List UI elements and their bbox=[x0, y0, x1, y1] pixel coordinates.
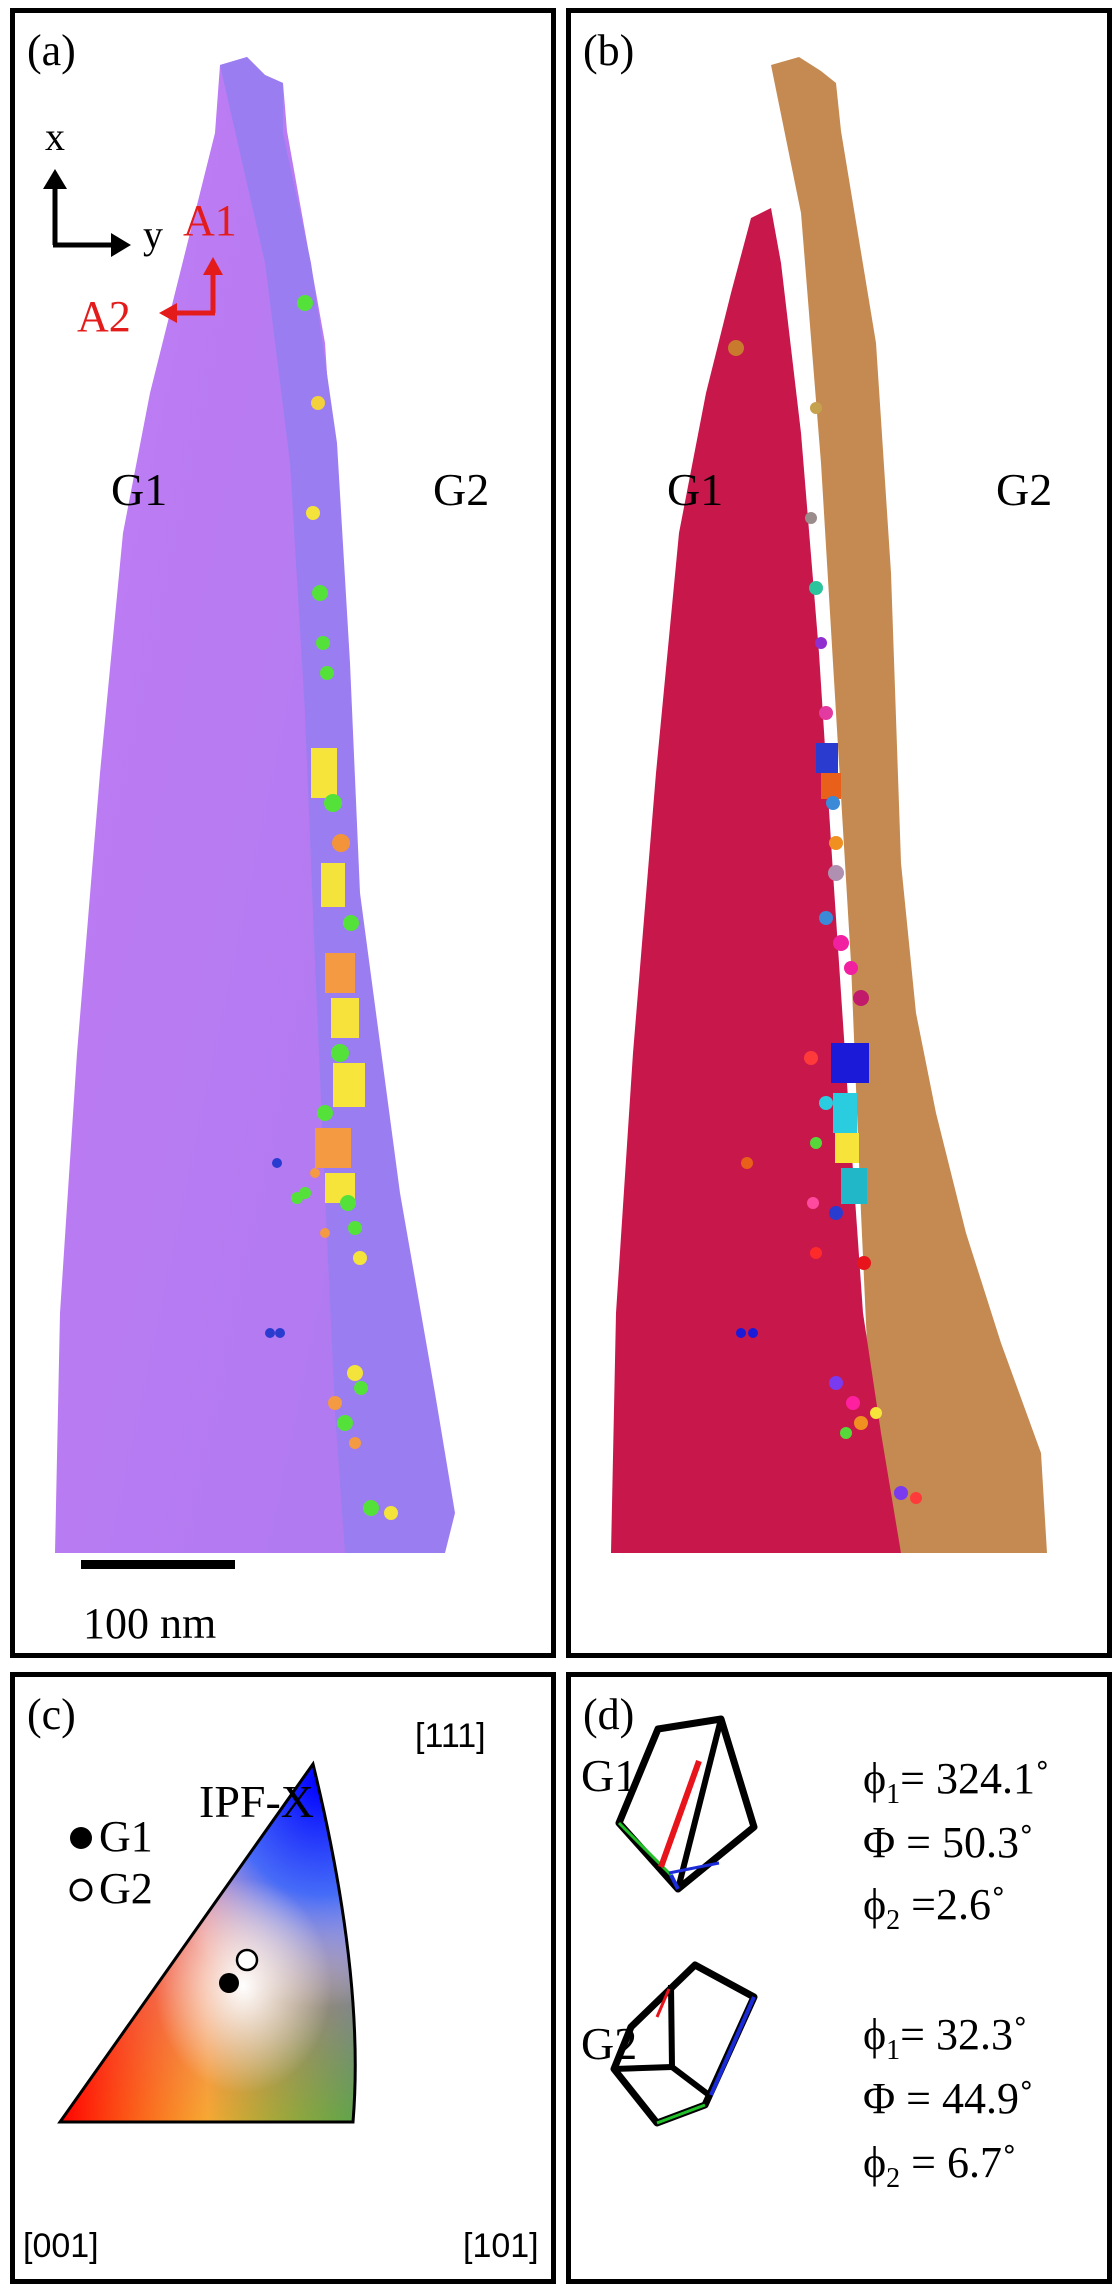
g1-unit-cell bbox=[615, 1715, 758, 1893]
grain-map-image bbox=[611, 57, 1047, 1553]
panel-c-ipf-key: (c) IPF-X G1 G2 [001] [101] [111] bbox=[10, 1672, 556, 2284]
ipf-triangle bbox=[57, 1760, 357, 2124]
g1-Phi: Φ = 50.3˚ bbox=[863, 1818, 1034, 1867]
grain-label-g1: G1 bbox=[581, 1750, 638, 1801]
panel-label: (c) bbox=[27, 1690, 76, 1739]
panel-b-grain-map: (b) G1 G2 bbox=[566, 8, 1112, 1658]
panel-label: (d) bbox=[583, 1690, 635, 1739]
axis-a2-label: A2 bbox=[77, 292, 131, 341]
panel-d-unit-cells: (d) G1 ϕ1= 324.1˚ Φ = 50.3˚ ϕ2 =2.6˚ G2 … bbox=[566, 1672, 1112, 2284]
scale-bar-label: 100 nm bbox=[83, 1599, 217, 1648]
legend-g1: G1 bbox=[99, 1812, 153, 1861]
grain-g1-region bbox=[611, 208, 901, 1553]
scale-bar bbox=[81, 1560, 235, 1569]
g2-phi1: ϕ1= 32.3˚ bbox=[863, 2010, 1028, 2066]
grain-label-g1: G1 bbox=[667, 464, 724, 515]
corner-111-label: [111] bbox=[415, 1717, 486, 1755]
boundary-grains bbox=[728, 340, 922, 1504]
ipf-title: IPF-X bbox=[199, 1776, 315, 1827]
axis-a1-label: A1 bbox=[183, 196, 237, 245]
g1-orientation-marker bbox=[219, 1973, 239, 1993]
grain-g2-region bbox=[771, 57, 1047, 1553]
panel-a-ipf-map: (a) x y A1 A2 G1 G2 100 nm bbox=[10, 8, 556, 1658]
g2-orientation-marker bbox=[235, 1948, 259, 1972]
corner-001-label: [001] bbox=[23, 2227, 99, 2265]
legend-filled-circle-icon bbox=[70, 1827, 92, 1849]
panel-label: (a) bbox=[27, 26, 76, 75]
legend-g2: G2 bbox=[99, 1864, 153, 1913]
corner-101-label: [101] bbox=[463, 2227, 539, 2265]
g2-phi2: ϕ2 = 6.7˚ bbox=[863, 2138, 1017, 2194]
ipf-triangle-outline bbox=[57, 1760, 357, 2124]
grain-label-g2: G2 bbox=[433, 464, 490, 515]
axes-indicator bbox=[43, 169, 223, 323]
panel-label: (b) bbox=[583, 26, 635, 75]
grain-label-g1: G1 bbox=[111, 464, 168, 515]
grain-label-g2: G2 bbox=[996, 464, 1053, 515]
g1-phi1: ϕ1= 324.1˚ bbox=[863, 1754, 1050, 1810]
grain-label-g2: G2 bbox=[581, 2018, 638, 2069]
unit-cell-cubes bbox=[610, 1715, 758, 2127]
g2-unit-cell bbox=[610, 1961, 758, 2127]
legend-open-circle-icon bbox=[69, 1878, 93, 1902]
boundary-grains bbox=[265, 295, 398, 1520]
axis-y-label: y bbox=[143, 212, 163, 257]
g1-phi2: ϕ2 =2.6˚ bbox=[863, 1880, 1006, 1936]
g2-Phi: Φ = 44.9˚ bbox=[863, 2074, 1034, 2123]
axis-x-label: x bbox=[45, 114, 65, 159]
ipf-map-image bbox=[43, 57, 455, 1553]
